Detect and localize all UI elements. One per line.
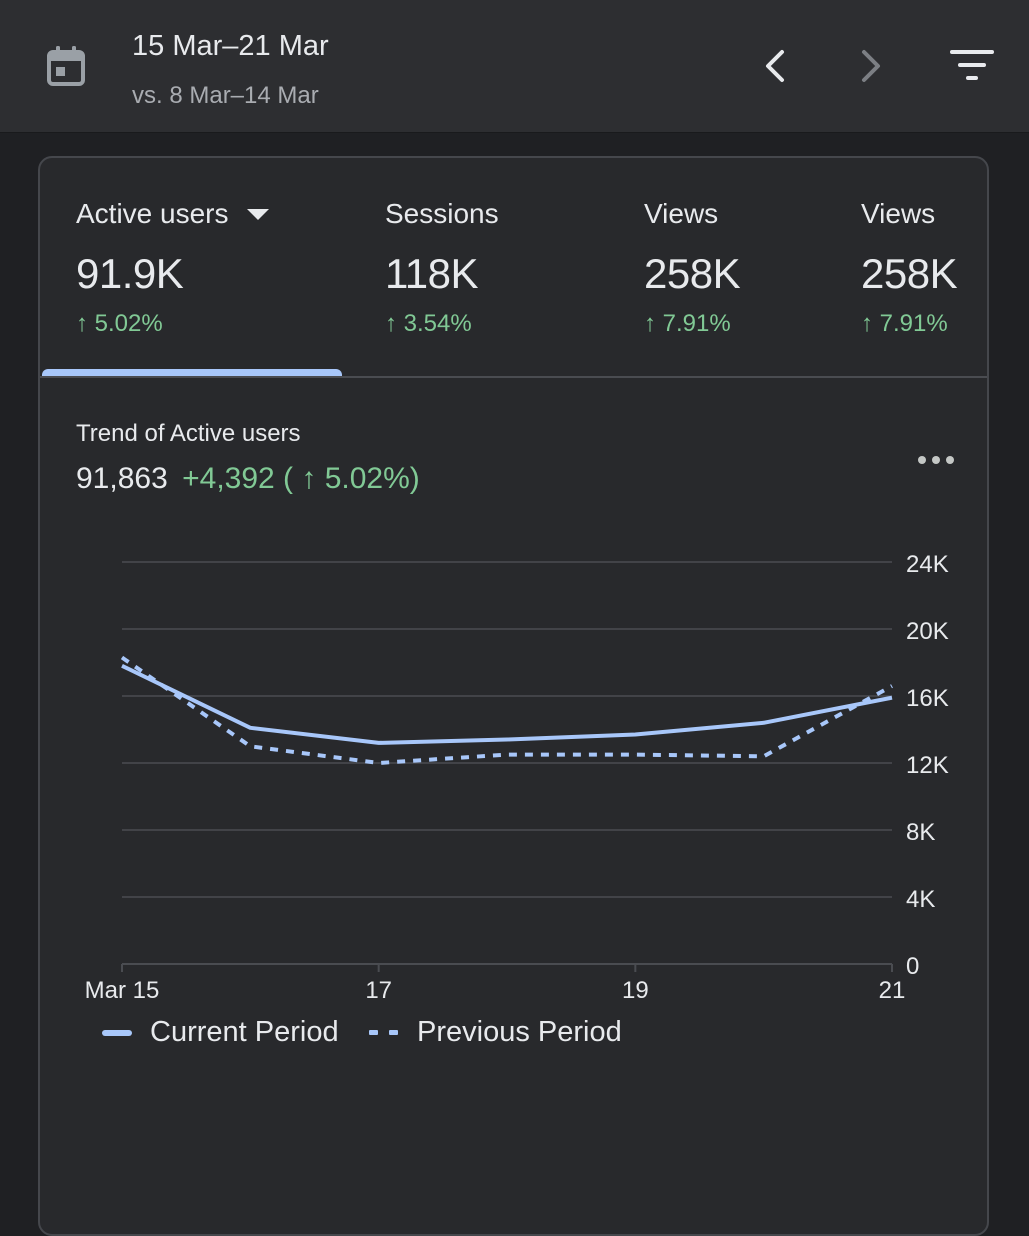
legend-label: Current Period: [150, 1016, 339, 1049]
y-tick-label: 4K: [906, 886, 935, 913]
chevron-right-icon[interactable]: [850, 46, 890, 86]
x-tick-label: 17: [365, 977, 392, 1004]
legend-previous-period[interactable]: Previous Period: [369, 1016, 622, 1049]
y-tick-label: 20K: [906, 618, 949, 645]
x-tick-label: 21: [879, 977, 906, 1004]
legend-dotted-line-icon: [369, 1030, 399, 1036]
chart-legend: Current Period Previous Period: [102, 1016, 648, 1052]
y-tick-label: 16K: [906, 685, 949, 712]
y-tick-label: 0: [906, 953, 919, 980]
report-card: Active users 91.9K ↑ 5.02% Sessions 118K…: [38, 156, 989, 1236]
y-tick-label: 8K: [906, 819, 935, 846]
trend-line-chart: 0 4K 8K 12K 16K 20K 24K Mar 15 17 19 21: [40, 158, 987, 1018]
calendar-icon[interactable]: [46, 45, 86, 87]
comparison-range-label: vs. 8 Mar–14 Mar: [132, 82, 319, 110]
filter-icon[interactable]: [948, 48, 996, 84]
previous-period-line: [122, 658, 892, 764]
y-tick-label: 24K: [906, 551, 949, 578]
current-period-line: [122, 666, 892, 743]
y-tick-label: 12K: [906, 752, 949, 779]
date-range-header: 15 Mar–21 Mar vs. 8 Mar–14 Mar: [0, 0, 1029, 133]
legend-label: Previous Period: [417, 1016, 622, 1049]
chevron-left-icon[interactable]: [756, 46, 796, 86]
date-range-label[interactable]: 15 Mar–21 Mar: [132, 30, 329, 63]
legend-solid-line-icon: [102, 1030, 132, 1036]
x-tick-label: Mar 15: [85, 977, 160, 1004]
x-tick-label: 19: [622, 977, 649, 1004]
legend-current-period[interactable]: Current Period: [102, 1016, 339, 1049]
